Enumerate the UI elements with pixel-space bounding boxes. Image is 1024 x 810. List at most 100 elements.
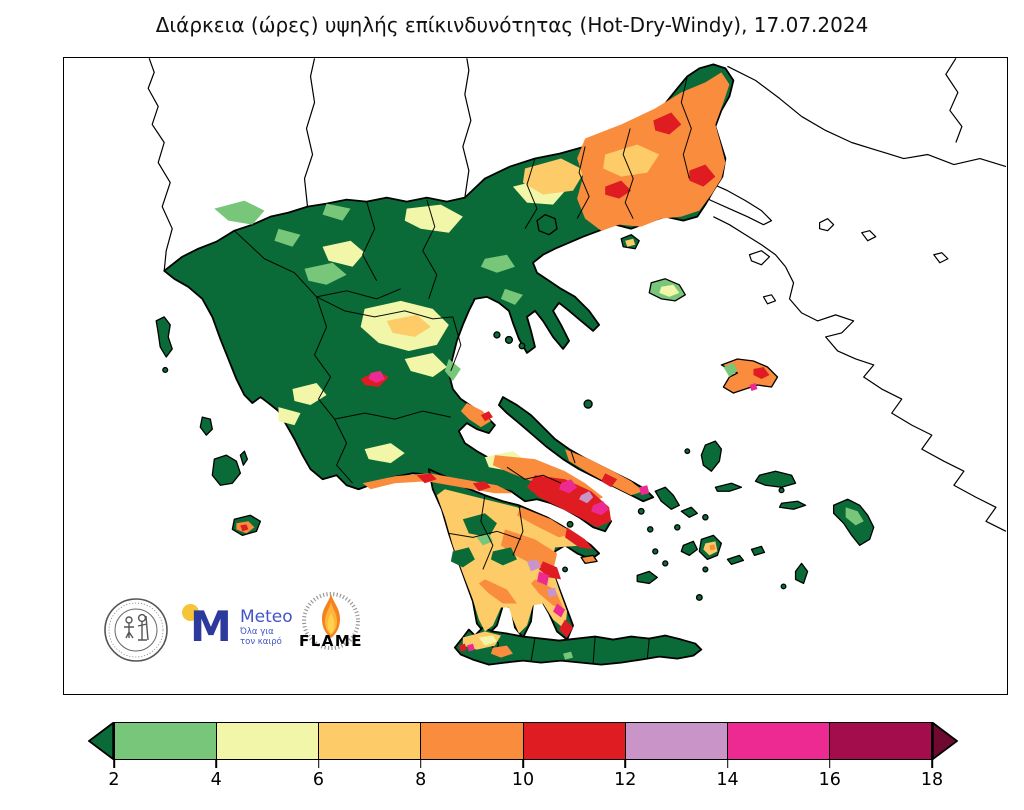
patch <box>364 443 405 464</box>
meteo-yellow-dot-icon <box>182 604 199 621</box>
patch <box>639 485 650 496</box>
flame-label: FLAME <box>298 632 364 650</box>
greece-hdw-map <box>147 58 1007 666</box>
patch <box>625 238 636 247</box>
astypalaia-island <box>750 545 766 557</box>
under-arrow-triangle <box>88 722 114 760</box>
patch <box>603 144 660 177</box>
patch <box>526 559 542 572</box>
hydra-island <box>580 554 598 565</box>
patch <box>605 180 632 199</box>
psara-island <box>684 448 691 455</box>
colorbar-labels: 2 4 6 8 10 12 14 16 18 <box>108 770 943 792</box>
patch <box>845 507 864 526</box>
kefalonia-island <box>211 454 242 486</box>
patch <box>530 579 564 608</box>
patch <box>490 645 513 658</box>
patch <box>278 407 301 426</box>
albania-coastline <box>147 58 173 271</box>
prefecture-borders-group <box>234 76 692 664</box>
milos-island <box>636 570 658 585</box>
flame-logo: FLAME <box>298 588 364 676</box>
patch <box>565 527 594 550</box>
patch <box>322 240 365 267</box>
colorbar-tick-mark <box>113 759 115 768</box>
syros-island <box>674 524 681 531</box>
patch <box>462 513 497 538</box>
turkey-west-coast <box>784 266 1007 532</box>
meteo-name: Meteo <box>240 606 293 627</box>
patch <box>579 491 594 504</box>
skyros-island <box>583 399 593 409</box>
flame-icon <box>302 592 360 650</box>
patch <box>490 547 517 566</box>
serifos-island <box>652 548 659 555</box>
marmara-island <box>933 252 949 264</box>
colorbar-tick-mark <box>726 759 729 768</box>
kasos-island <box>780 583 787 590</box>
colorbar-tick-label: 2 <box>108 770 120 790</box>
meteo-m-icon: M <box>190 602 232 651</box>
meteo-logo: M Meteo Όλα για τον καιρό <box>182 602 293 652</box>
island-shape <box>162 366 169 374</box>
patch <box>480 411 493 422</box>
bulgaria-turkey-border <box>727 65 802 117</box>
patch <box>516 507 574 538</box>
sporades-island <box>504 335 514 344</box>
colorbar-tick-mark <box>624 759 627 768</box>
andros-island <box>654 486 680 510</box>
patch <box>591 501 610 516</box>
colorbar-tick-mark <box>931 759 933 768</box>
islands-group <box>155 214 875 649</box>
patch <box>553 603 566 618</box>
patch <box>559 479 578 494</box>
patch <box>450 547 475 568</box>
colorbar <box>88 722 958 760</box>
sporades-island <box>493 331 501 339</box>
colorbar-tick-mark <box>317 759 320 768</box>
ios-island <box>702 566 709 573</box>
map-canvas: M Meteo Όλα για τον καιρό FLAME <box>63 57 1008 695</box>
patch <box>500 288 523 305</box>
aegina-island <box>566 520 574 528</box>
patch <box>444 358 461 382</box>
colorbar-segment <box>216 723 319 759</box>
albania-nmacedonia-border <box>303 58 316 207</box>
lefkada-island <box>199 416 213 436</box>
patch <box>749 383 758 392</box>
patch <box>577 72 730 231</box>
patch <box>386 314 431 337</box>
colorbar-segments <box>114 722 932 760</box>
colorbar-tick-mark <box>522 759 524 768</box>
ikaria-island <box>714 482 743 492</box>
sifnos-island <box>662 560 669 567</box>
patch <box>214 200 265 225</box>
colorbar-segment <box>828 723 931 759</box>
patch <box>723 362 738 378</box>
colorbar-under-arrow <box>88 722 114 760</box>
map-title: Διάρκεια (ώρες) υψηλής επίκινδυνότητας (… <box>155 13 869 37</box>
patch <box>466 643 475 652</box>
patch <box>478 579 517 604</box>
colorbar-segment <box>726 723 829 759</box>
colorbar-ticks <box>113 759 933 769</box>
nmacedonia-bulgaria-border <box>462 58 472 198</box>
colorbar-tick-mark <box>215 759 218 768</box>
kalymnos-island <box>778 487 785 494</box>
colorbar-over-arrow <box>932 722 958 760</box>
marmara-island <box>861 230 877 242</box>
patch <box>689 164 716 187</box>
crete-shape <box>453 626 703 666</box>
patch <box>653 112 682 135</box>
patch <box>539 561 562 580</box>
patch <box>322 203 351 221</box>
patch <box>526 475 612 528</box>
meteo-logo-mark: M <box>182 602 234 652</box>
patch <box>362 473 513 494</box>
colorbar-tick-label: 12 <box>614 770 637 790</box>
colorbar-tick-mark <box>828 759 831 768</box>
patch <box>565 449 644 496</box>
chios-island <box>700 440 723 472</box>
patch <box>368 370 385 384</box>
